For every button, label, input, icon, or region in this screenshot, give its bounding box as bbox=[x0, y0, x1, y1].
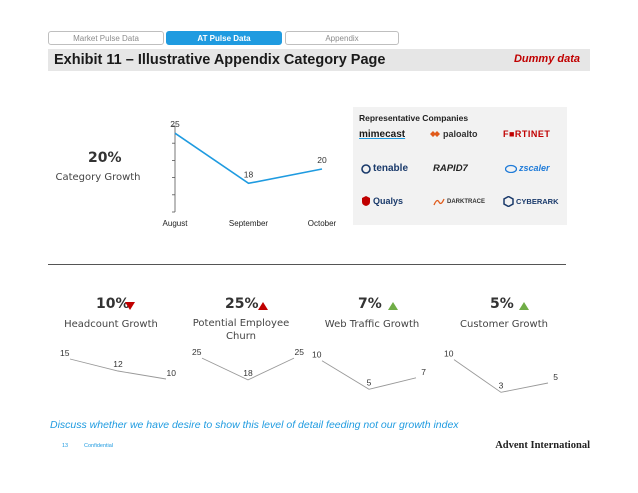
cyberark-logo-text: CYBERARK bbox=[516, 197, 559, 206]
tab-appendix[interactable]: Appendix bbox=[285, 31, 399, 45]
title-bar: Exhibit 11 – Illustrative Appendix Categ… bbox=[48, 49, 590, 71]
rapid7-logo-text: RAPID7 bbox=[433, 163, 468, 174]
logo-mimecast: mimecast bbox=[359, 129, 405, 140]
sparkline-data-label: 25 bbox=[295, 347, 305, 357]
chart-x-tick-label: August bbox=[163, 219, 189, 228]
web-traffic-trend-up-icon bbox=[388, 302, 398, 310]
chart-series-line bbox=[174, 132, 323, 185]
representative-companies-panel: Representative Companies mimecast paloal… bbox=[353, 107, 567, 225]
headcount-growth-pct: 10% bbox=[96, 296, 130, 312]
customer-growth-pct: 5% bbox=[490, 296, 514, 312]
advent-international-logo: Advent International bbox=[495, 440, 590, 451]
dummy-data-label: Dummy data bbox=[513, 53, 580, 65]
logo-rapid7: RAPID7 bbox=[433, 163, 468, 174]
category-growth-pct: 20% bbox=[88, 150, 122, 166]
qualys-shield-icon bbox=[362, 196, 370, 206]
logo-tenable: tenable bbox=[361, 163, 408, 174]
employee-churn-pct: 25% bbox=[225, 296, 259, 312]
mimecast-logo-text: mimecast bbox=[359, 129, 406, 140]
tenable-ring-icon bbox=[361, 163, 371, 174]
confidential-label: Confidential bbox=[84, 443, 114, 449]
sparkline-line bbox=[321, 360, 417, 390]
sparkline-line bbox=[453, 359, 549, 393]
logo-qualys: Qualys bbox=[361, 195, 403, 207]
chart-x-tick-label: October bbox=[308, 219, 337, 228]
cyberark-hex-icon bbox=[503, 196, 514, 207]
zscaler-cloud-icon bbox=[505, 164, 517, 173]
chart-data-label: 20 bbox=[317, 155, 327, 165]
qualys-logo-text: Qualys bbox=[373, 196, 404, 206]
sparkline-data-label: 3 bbox=[499, 380, 504, 390]
page-number: 13 bbox=[62, 443, 69, 449]
sparkline-line bbox=[69, 358, 167, 380]
chart-data-label: 18 bbox=[244, 169, 254, 179]
paloalto-logo-text: paloalto bbox=[443, 129, 478, 139]
web-traffic-sparkline: 10 5 7 bbox=[312, 350, 426, 390]
sparkline-data-label: 25 bbox=[192, 347, 202, 357]
headcount-sparkline: 15 12 10 bbox=[60, 348, 177, 380]
sparkline-data-label: 5 bbox=[367, 377, 372, 387]
sparkline-data-label: 12 bbox=[113, 359, 123, 369]
chart-x-tick-label: September bbox=[229, 219, 268, 228]
chart-data-label: 25 bbox=[170, 119, 180, 129]
employee-churn-label: Potential Employee Churn bbox=[192, 318, 290, 342]
paloalto-mark-icon bbox=[430, 131, 440, 137]
sparkline-data-label: 10 bbox=[167, 368, 177, 378]
section-divider bbox=[48, 264, 566, 265]
companies-heading: Representative Companies bbox=[359, 113, 469, 123]
sparkline-data-label: 15 bbox=[60, 348, 70, 358]
headcount-trend-down-icon bbox=[125, 302, 135, 310]
customer-growth-sparkline: 10 3 5 bbox=[444, 349, 558, 393]
logo-fortinet: F■RTINET bbox=[503, 129, 550, 139]
sparkline-data-label: 18 bbox=[243, 368, 253, 378]
sparkline-data-label: 10 bbox=[312, 350, 322, 360]
darktrace-logo-text: DARKTRACE bbox=[447, 199, 485, 205]
customer-growth-label: Customer Growth bbox=[460, 319, 548, 330]
category-growth-label: Category Growth bbox=[55, 172, 141, 183]
darktrace-wave-icon bbox=[433, 198, 445, 206]
logo-zscaler: zscaler bbox=[505, 163, 550, 173]
sparkline-data-label: 5 bbox=[553, 372, 558, 382]
tab-market-pulse-data[interactable]: Market Pulse Data bbox=[48, 31, 164, 45]
logo-cyberark: CYBERARK bbox=[503, 196, 559, 207]
logo-darktrace: DARKTRACE bbox=[433, 197, 485, 207]
web-traffic-growth-label: Web Traffic Growth bbox=[324, 319, 420, 330]
customer-growth-trend-up-icon bbox=[519, 302, 529, 310]
tenable-logo-text: tenable bbox=[373, 163, 409, 174]
sparkline-data-label: 7 bbox=[421, 367, 426, 377]
logo-paloalto: paloalto bbox=[429, 129, 478, 139]
sparkline-line bbox=[201, 357, 295, 381]
page-title: Exhibit 11 – Illustrative Appendix Categ… bbox=[54, 52, 386, 68]
employee-churn-sparkline: 25 18 25 bbox=[192, 347, 305, 381]
category-growth-chart: 25 18 20 August September October bbox=[163, 119, 337, 228]
headcount-growth-label: Headcount Growth bbox=[64, 319, 158, 330]
employee-churn-trend-up-icon bbox=[258, 302, 268, 310]
fortinet-logo-text: F■RTINET bbox=[503, 129, 551, 139]
sparkline-data-label: 10 bbox=[444, 349, 454, 359]
discussion-note: Discuss whether we have desire to show t… bbox=[50, 419, 459, 431]
tab-at-pulse-data[interactable]: AT Pulse Data bbox=[166, 31, 282, 45]
web-traffic-growth-pct: 7% bbox=[358, 296, 382, 312]
zscaler-logo-text: zscaler bbox=[519, 163, 550, 173]
